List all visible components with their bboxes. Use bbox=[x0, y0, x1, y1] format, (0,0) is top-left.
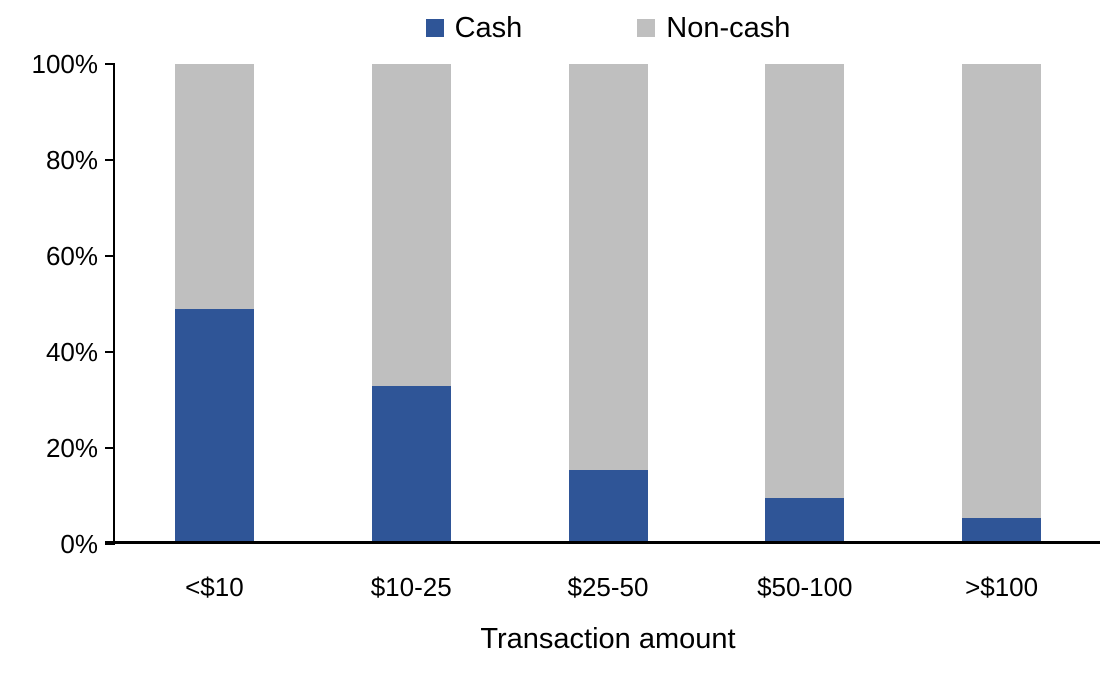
y-tick-label: 80% bbox=[45, 145, 98, 175]
y-tick bbox=[105, 255, 115, 257]
y-tick bbox=[105, 159, 115, 161]
bar-segment-non-cash bbox=[765, 64, 845, 499]
y-tick bbox=[105, 63, 115, 65]
x-tick-label: $10-25 bbox=[370, 572, 452, 602]
y-tick-label: 100% bbox=[31, 49, 99, 79]
bar-segment-cash bbox=[962, 517, 1042, 544]
legend-label-cash: Cash bbox=[454, 11, 523, 44]
x-tick-label: >$100 bbox=[965, 572, 1039, 602]
y-tick bbox=[105, 543, 115, 545]
x-axis-title: Transaction amount bbox=[480, 623, 736, 655]
legend-item-cash: Cash bbox=[425, 11, 523, 44]
bar-segment-non-cash bbox=[962, 64, 1042, 518]
legend: Cash Non-cash bbox=[116, 10, 1100, 46]
bar-segment-cash bbox=[568, 469, 648, 544]
bar-segment-non-cash bbox=[371, 64, 451, 386]
legend-label-noncash: Non-cash bbox=[666, 11, 791, 44]
bar-segment-cash bbox=[371, 385, 451, 544]
bar-segment-cash bbox=[174, 308, 254, 544]
y-tick-label: 0% bbox=[60, 529, 98, 559]
bar-segment-cash bbox=[765, 498, 845, 544]
y-tick bbox=[105, 447, 115, 449]
bar-segment-non-cash bbox=[174, 64, 254, 309]
x-tick-label: $50-100 bbox=[757, 572, 853, 602]
legend-item-noncash: Non-cash bbox=[637, 11, 791, 44]
x-axis-line bbox=[105, 541, 1100, 544]
x-tick-label: $25-50 bbox=[567, 572, 649, 602]
y-tick-label: 20% bbox=[45, 433, 98, 463]
noncash-swatch-icon bbox=[637, 19, 656, 37]
y-axis-line bbox=[113, 64, 115, 544]
bar-segment-non-cash bbox=[568, 64, 648, 470]
y-tick-label: 60% bbox=[45, 241, 98, 271]
y-tick bbox=[105, 351, 115, 353]
cash-swatch-icon bbox=[425, 19, 444, 37]
y-tick-label: 40% bbox=[45, 337, 98, 367]
x-tick-label: <$10 bbox=[185, 572, 244, 602]
